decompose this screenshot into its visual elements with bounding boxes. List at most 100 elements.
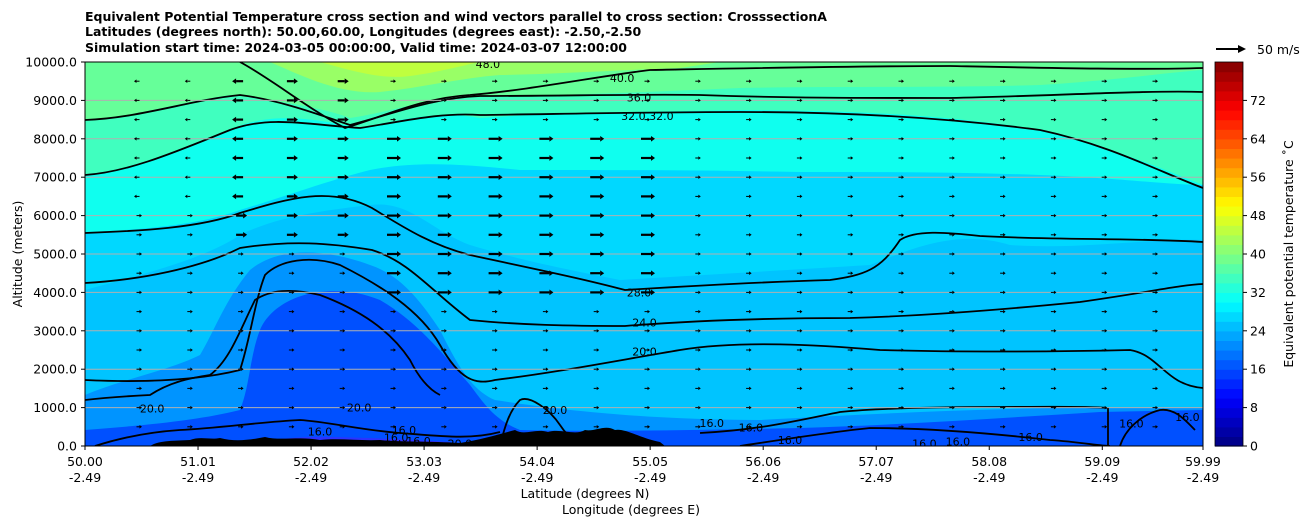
contour-label: 16.0 xyxy=(1018,431,1043,444)
y-axis-label: Altitude (meters) xyxy=(10,201,25,308)
wind-vector-head xyxy=(749,367,752,371)
wind-vector-head xyxy=(799,156,803,160)
colorbar-label: Equivalent potential temperature ˚C xyxy=(1281,140,1296,368)
wind-vector-head xyxy=(647,79,650,83)
wind-vector-head xyxy=(698,309,701,314)
x-tick-label-lat: 58.08 xyxy=(971,454,1007,469)
y-tick-label: 10000.0 xyxy=(25,55,77,70)
contour-40 xyxy=(239,62,1203,129)
wind-vector-head xyxy=(545,405,549,410)
colorbar-segment xyxy=(1215,129,1243,140)
wind-vector-head xyxy=(698,271,701,275)
wind-vector-head xyxy=(647,425,650,429)
wind-vector-head xyxy=(139,386,142,391)
x-tick-label-lat: 59.99 xyxy=(1185,454,1221,469)
colorbar-segment xyxy=(1215,90,1243,101)
wind-vector-head xyxy=(799,329,803,333)
wind-vector-head xyxy=(901,290,904,295)
wind-vector-head xyxy=(444,425,447,429)
colorbar-segment xyxy=(1215,148,1243,159)
wind-vector-head xyxy=(545,79,549,83)
x-tick-label-lon: -2.49 xyxy=(521,470,553,485)
wind-vector-head xyxy=(850,194,854,199)
wind-vector-head xyxy=(1053,367,1057,371)
wind-vector-head xyxy=(397,231,401,238)
terrain xyxy=(150,427,665,446)
y-tick-label: 6000.0 xyxy=(33,208,77,223)
wind-vector-head xyxy=(952,233,955,237)
wind-vector-head xyxy=(596,405,600,410)
wind-vector-head xyxy=(749,117,752,122)
wind-vector-head xyxy=(393,329,396,333)
wind-vector-head xyxy=(495,79,498,83)
wind-vector-head xyxy=(901,233,904,237)
colorbar-segment xyxy=(1215,359,1243,370)
horizontal-grid xyxy=(85,99,1203,409)
wind-vector-head xyxy=(291,405,295,410)
wind-vector-head xyxy=(184,98,188,103)
wind-vector-head xyxy=(190,213,193,218)
wind-vector-head xyxy=(495,348,498,352)
wind-vector-head xyxy=(1155,348,1158,352)
wind-vector-head xyxy=(397,193,401,200)
wind-vector-head xyxy=(344,135,349,142)
wind-vector-head xyxy=(243,212,248,219)
wind-vector-head xyxy=(850,290,854,295)
wind-vector-head xyxy=(952,386,955,391)
wind-vector-head xyxy=(190,386,193,391)
wind-vector-head xyxy=(698,213,701,218)
contour-label: 36.0 xyxy=(627,91,652,104)
wind-vector-head xyxy=(600,212,605,219)
wind-vector-head xyxy=(495,309,498,314)
wind-vector-head xyxy=(799,194,803,199)
wind-vector-head xyxy=(495,386,498,391)
wind-vector-head xyxy=(397,270,401,277)
x-tick-label-lon: -2.49 xyxy=(182,470,214,485)
wind-vector-head xyxy=(393,309,396,314)
wind-vector-head xyxy=(447,270,452,277)
wind-vector-head xyxy=(397,174,401,181)
wind-vector-head xyxy=(139,309,142,314)
wind-vector-head xyxy=(1155,329,1158,333)
wind-vector-head xyxy=(1003,386,1006,391)
wind-vector-head xyxy=(901,386,904,391)
wind-vector-head xyxy=(901,271,904,275)
wind-vector-head xyxy=(344,212,349,219)
wind-vector-head xyxy=(184,137,188,141)
wind-vector-head xyxy=(698,348,701,352)
wind-vector-head xyxy=(293,135,298,142)
wind-vector-head xyxy=(799,271,803,275)
wind-vector-head xyxy=(397,251,401,257)
contour-label: 20.0 xyxy=(632,346,657,359)
wind-vector-head xyxy=(1104,117,1108,122)
colorbar-tick-label: 56 xyxy=(1250,170,1266,185)
wind-vector-head xyxy=(1104,290,1108,295)
wind-vector-head xyxy=(498,231,503,238)
wind-vector-head xyxy=(444,348,447,352)
wind-vector-head xyxy=(243,231,248,238)
wind-vector-head xyxy=(241,271,244,275)
wind-vector-head xyxy=(600,193,605,200)
contour-20-low xyxy=(85,290,441,401)
wind-vector-head xyxy=(901,252,904,256)
wind-vector-head xyxy=(447,212,452,219)
wind-vector-head xyxy=(799,309,803,314)
wind-vector-head xyxy=(241,348,244,352)
wind-vector-head xyxy=(190,367,193,371)
wind-vector-head xyxy=(344,116,349,123)
wind-vector-head xyxy=(1155,425,1158,429)
colorbar-segment xyxy=(1215,273,1243,284)
wind-vector-head xyxy=(749,233,752,237)
wind-vector-head xyxy=(1053,213,1057,218)
wind-vector-head xyxy=(545,309,549,314)
wind-vector-head xyxy=(952,98,955,103)
wind-vector-head xyxy=(901,329,904,333)
wind-vector-head xyxy=(850,367,854,371)
wind-vector-head xyxy=(293,116,298,123)
wind-vector-head xyxy=(444,386,447,391)
wind-vector-head xyxy=(545,117,549,122)
wind-vector-head xyxy=(1155,117,1158,122)
wind-vector-head xyxy=(241,252,244,256)
colorbar-tick-label: 8 xyxy=(1250,400,1258,415)
x-tick-label-lat: 51.01 xyxy=(180,454,216,469)
